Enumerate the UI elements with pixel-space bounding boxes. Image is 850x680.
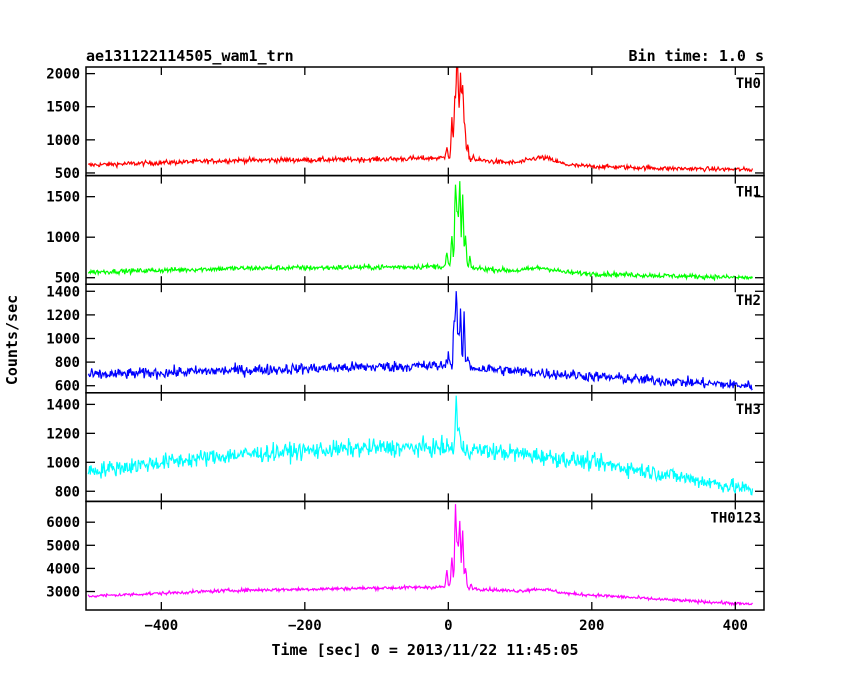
y-tick-label: 5000 xyxy=(46,538,80,554)
x-tick-label: −400 xyxy=(144,618,178,634)
y-tick-label: 1000 xyxy=(46,332,80,348)
y-tick-label: 4000 xyxy=(46,561,80,577)
y-tick-label: 1000 xyxy=(46,455,80,471)
y-tick-label: 1000 xyxy=(46,230,80,246)
panel-th1: 500 1000 1500 TH1 xyxy=(46,174,765,287)
panel-th3: 800 1000 1200 1400 TH3 xyxy=(46,392,765,503)
y-axis-label: Counts/sec xyxy=(3,295,21,385)
y-tick-label: 1500 xyxy=(46,190,80,206)
y-tick-label: 1200 xyxy=(46,426,80,442)
panel-th0: 500 1000 1500 2000 TH0 xyxy=(46,66,765,182)
y-tick-label: 3000 xyxy=(46,585,80,601)
x-tick-label: 0 xyxy=(444,618,452,634)
panel-frame xyxy=(85,174,765,285)
y-tick-label: 1200 xyxy=(46,308,80,324)
panel-th2: 600 800 1000 1200 1400 TH2 xyxy=(46,283,765,395)
y-tick-label: 500 xyxy=(55,166,80,182)
x-tick-label: 200 xyxy=(579,618,604,634)
panels-group: 500 1000 1500 2000 TH0 500 1000 1500 TH1 600 800 10… xyxy=(46,66,765,611)
y-tick-label: 1400 xyxy=(46,397,80,413)
y-tick-label: 800 xyxy=(55,355,80,371)
panel-label-th2: TH2 xyxy=(736,293,761,309)
panel-label-th3: TH3 xyxy=(736,402,761,418)
series-line-th0 xyxy=(87,67,754,173)
chart-title: ae131122114505_wam1_trn xyxy=(86,47,294,65)
y-tick-label: 2000 xyxy=(46,67,80,83)
series-line-th3 xyxy=(87,395,754,496)
y-tick-label: 800 xyxy=(55,484,80,500)
y-tick-label: 1000 xyxy=(46,133,80,149)
y-tick-label: 600 xyxy=(55,379,80,395)
y-tick-label: 500 xyxy=(55,271,80,287)
series-line-th2 xyxy=(87,291,753,391)
series-line-th0123 xyxy=(87,504,753,607)
y-tick-label: 1400 xyxy=(46,284,80,300)
x-axis-label: Time [sec] 0 = 2013/11/22 11:45:05 xyxy=(271,641,578,659)
bin-time-label: Bin time: 1.0 s xyxy=(629,47,764,65)
x-tick-label: −200 xyxy=(288,618,322,634)
panel-label-th0123: TH0123 xyxy=(710,510,761,526)
y-tick-label: 6000 xyxy=(46,515,80,531)
y-tick-label: 1500 xyxy=(46,100,80,116)
panel-frame xyxy=(85,283,765,394)
panel-th0123: 3000 4000 5000 6000 TH0123 xyxy=(46,500,765,611)
x-tick-label: 400 xyxy=(723,618,748,634)
panel-label-th0: TH0 xyxy=(736,76,761,92)
panel-frame xyxy=(85,500,765,611)
x-axis: −400 −200 0 200 400 xyxy=(144,618,747,634)
series-line-th1 xyxy=(87,181,754,282)
panel-label-th1: TH1 xyxy=(736,185,761,201)
